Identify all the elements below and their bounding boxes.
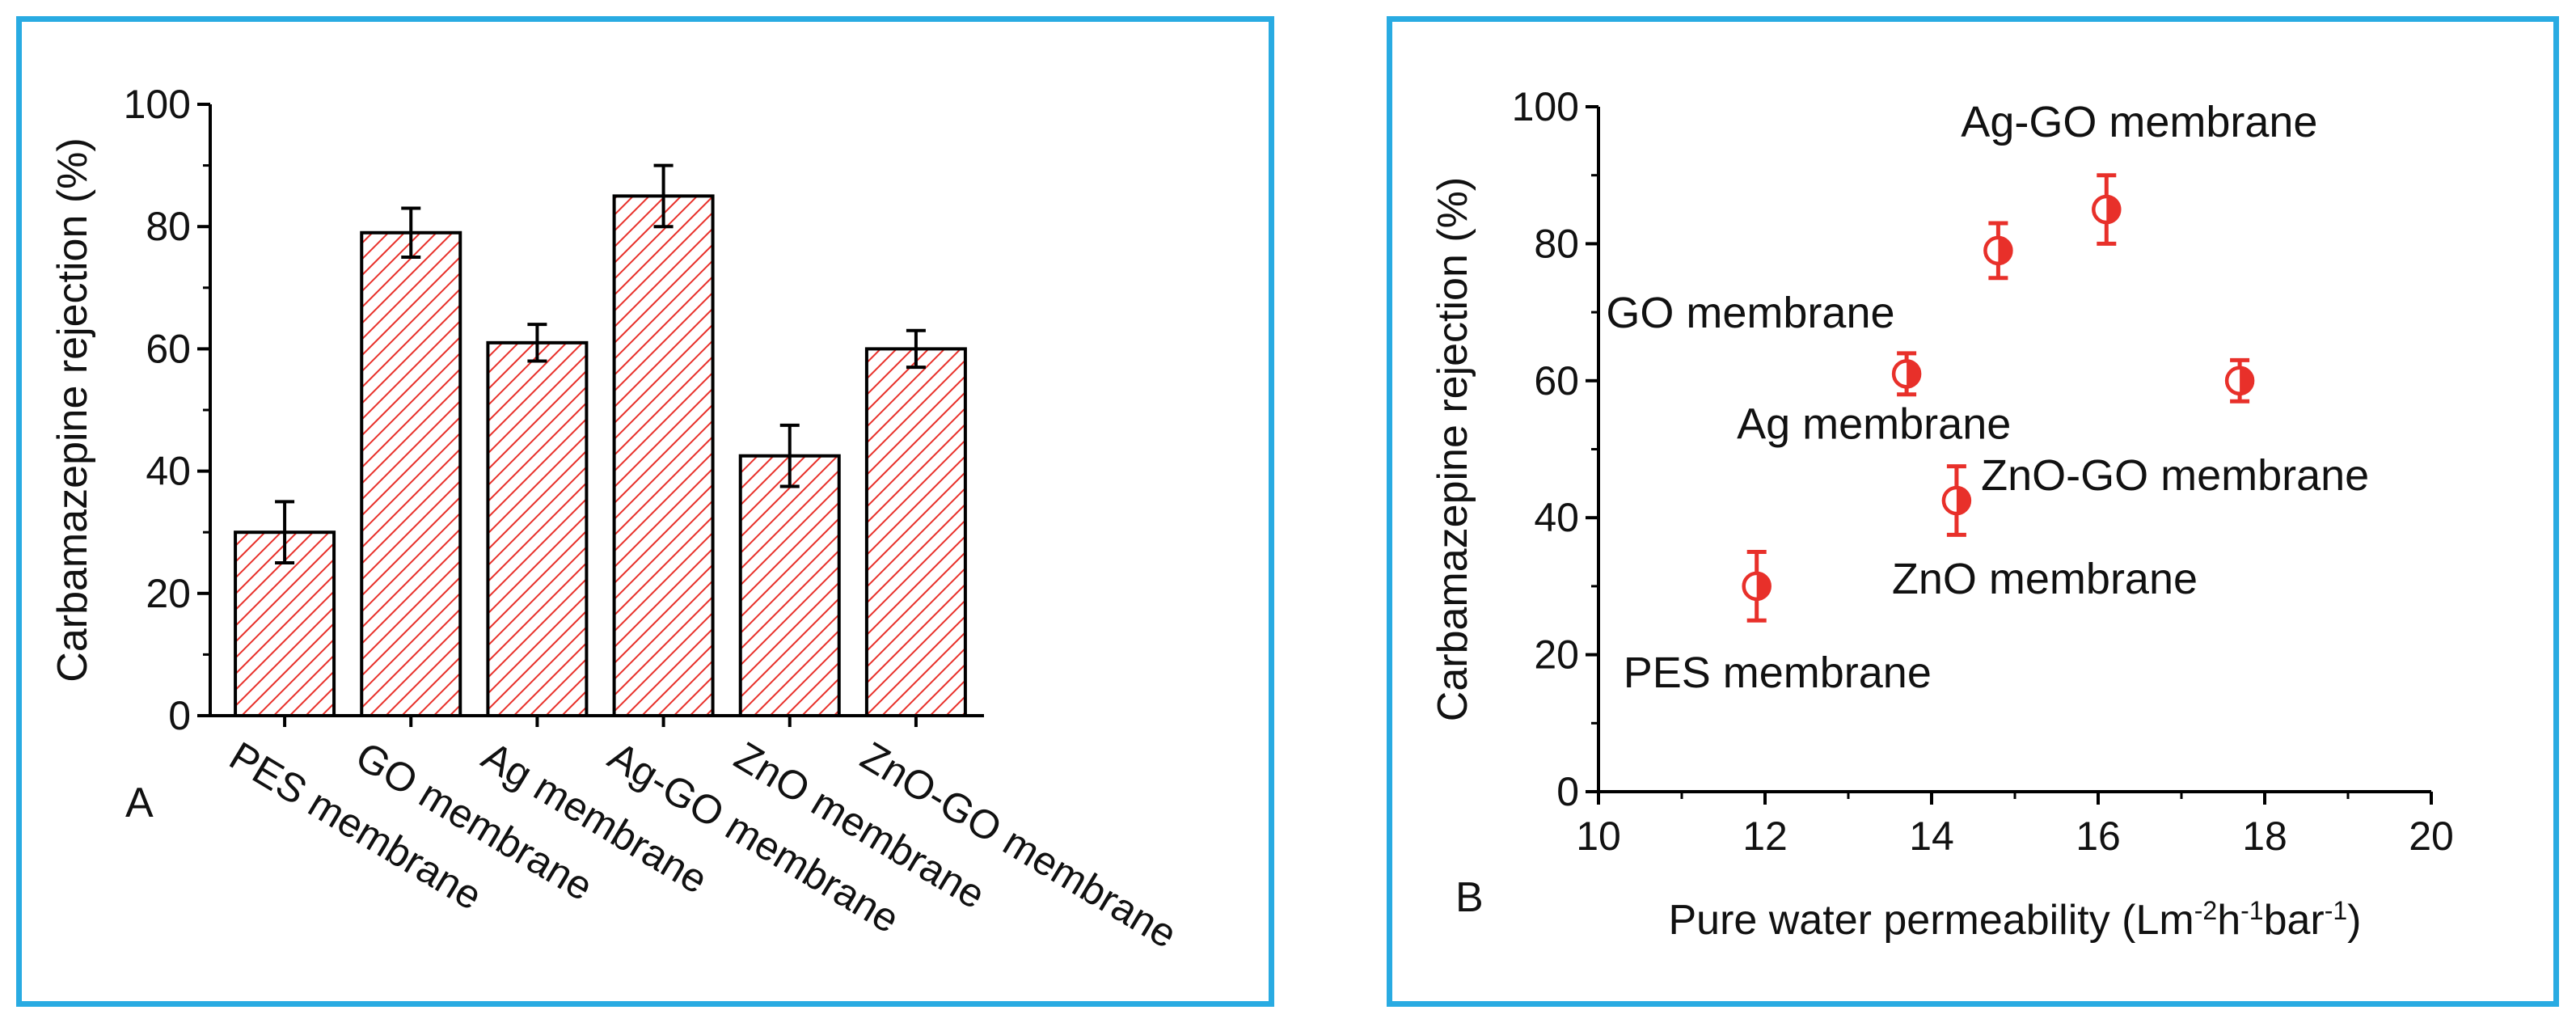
- point-annotation: PES membrane: [1624, 649, 1932, 697]
- x-axis-label-part: Pure water permeability (Lm: [1669, 897, 2194, 944]
- bar: [486, 340, 589, 717]
- x-axis-label-superscript: -1: [2240, 896, 2263, 925]
- y-tick-label: 40: [1534, 495, 1579, 540]
- y-tick-label: 60: [1534, 358, 1579, 404]
- y-tick-label: 80: [146, 204, 191, 249]
- point-annotation: Ag membrane: [1737, 399, 2011, 448]
- panel-label: A: [125, 780, 154, 826]
- y-tick-label: 100: [124, 82, 191, 127]
- point-annotation: Ag-GO membrane: [1961, 98, 2317, 146]
- x-tick-label: 10: [1576, 814, 1621, 859]
- x-tick-label: 14: [1909, 814, 1954, 859]
- scatter-chart: 0 20 40 60 80 100 10 12 14 16 18 20 Carbamazepine re…: [1429, 84, 2454, 944]
- bar: [234, 530, 336, 718]
- y-tick-label: 20: [146, 571, 191, 616]
- y-tick-label: 100: [1512, 84, 1579, 129]
- point-annotation: GO membrane: [1606, 289, 1894, 337]
- bar: [738, 454, 841, 717]
- x-axis-label-part: bar: [2264, 897, 2325, 944]
- y-tick-label: 40: [146, 449, 191, 494]
- panel-label: B: [1455, 874, 1484, 921]
- panel-a: 0 20 40 60 80 100 Carbamazepine rejection (%) P…: [16, 16, 1274, 1007]
- bar: [360, 230, 462, 717]
- x-axis-label-superscript: -1: [2325, 896, 2347, 925]
- x-axis-label-superscript: -2: [2194, 896, 2217, 925]
- point-annotation: ZnO membrane: [1892, 555, 2198, 603]
- panel-b: 0 20 40 60 80 100 10 12 14 16 18 20 Carbamazepine re…: [1387, 16, 2559, 1007]
- x-tick-label: 20: [2409, 814, 2454, 859]
- x-tick-label: 16: [2076, 814, 2121, 859]
- y-axis-label: Carbamazepine rejection (%): [49, 137, 96, 682]
- data-point-fill: [1907, 361, 1920, 387]
- data-point-fill: [1956, 488, 1970, 514]
- x-axis-label-part: h: [2217, 897, 2240, 944]
- y-tick-label: 20: [1534, 632, 1579, 678]
- data-point-fill: [1998, 237, 2012, 264]
- y-tick-label: 0: [1556, 769, 1579, 814]
- x-tick-label: 12: [1742, 814, 1788, 859]
- data-point-fill: [1756, 573, 1770, 599]
- x-axis-label-part: ): [2347, 897, 2361, 944]
- bar: [612, 194, 715, 717]
- y-tick-label: 0: [168, 693, 191, 738]
- x-tick-label: 18: [2242, 814, 2287, 859]
- y-tick-label: 60: [146, 326, 191, 371]
- bar: [864, 347, 967, 717]
- data-point-fill: [2106, 197, 2120, 223]
- y-axis-label: Carbamazepine rejection (%): [1429, 177, 1476, 721]
- data-point-fill: [2240, 367, 2253, 394]
- y-tick-label: 80: [1534, 221, 1579, 266]
- x-axis-label: Pure water permeability (Lm-2h-1bar-1): [1669, 896, 2362, 944]
- point-annotation: ZnO-GO membrane: [1981, 451, 2369, 500]
